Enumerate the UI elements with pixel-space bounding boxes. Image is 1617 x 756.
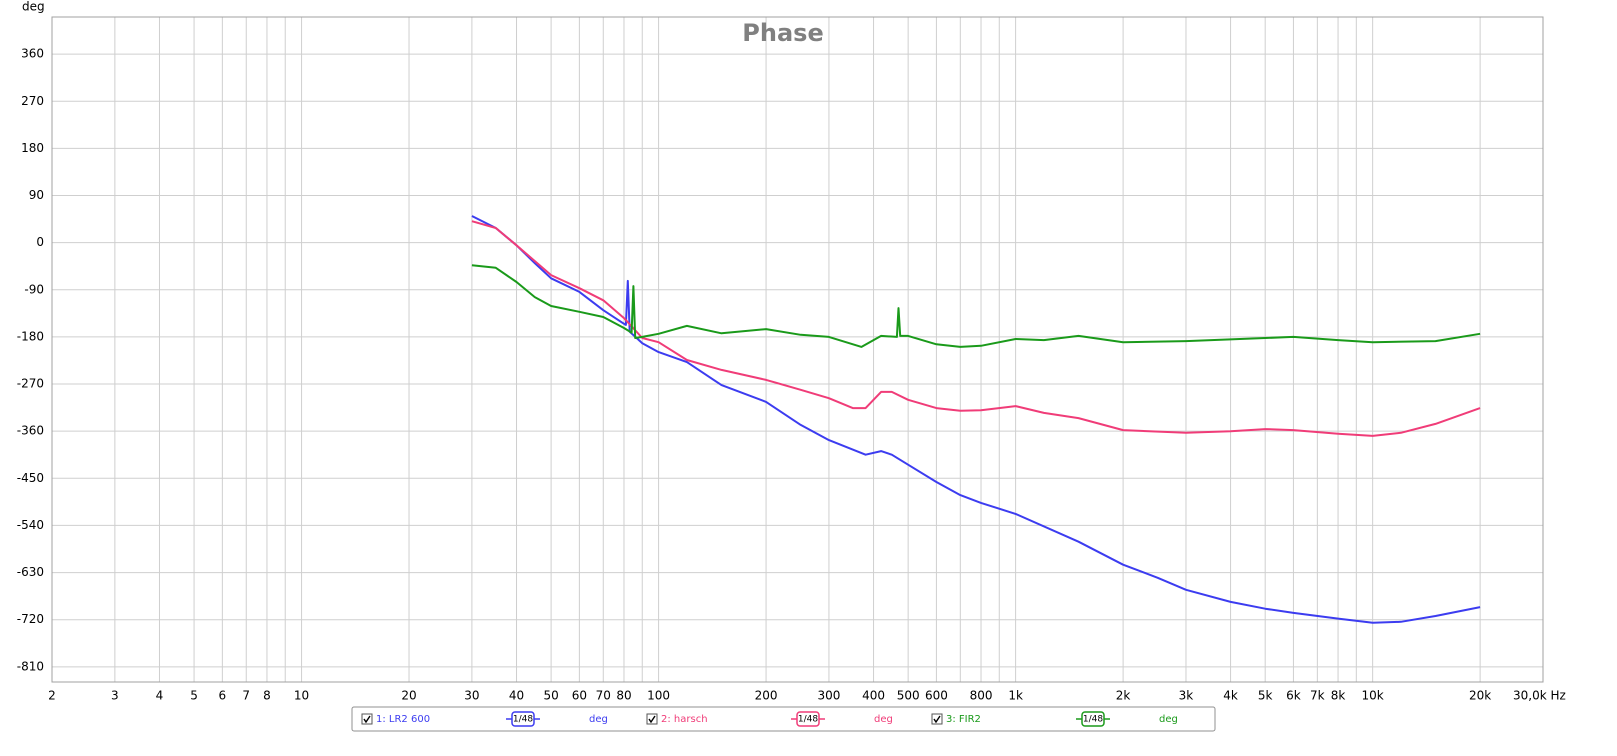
x-tick-label: 7k bbox=[1310, 689, 1325, 703]
y-tick-label: -630 bbox=[17, 565, 44, 579]
x-tick-label: 30 bbox=[464, 689, 479, 703]
x-tick-label: 40 bbox=[509, 689, 524, 703]
x-tick-label: 800 bbox=[970, 689, 993, 703]
series-line bbox=[471, 220, 1481, 437]
x-tick-label: 4 bbox=[156, 689, 164, 703]
legend-check bbox=[933, 715, 941, 724]
x-tick-label: 4k bbox=[1223, 689, 1238, 703]
x-tick-label: 10k bbox=[1362, 689, 1384, 703]
x-tick-label: 3k bbox=[1179, 689, 1194, 703]
legend-smoothing-box[interactable] bbox=[1081, 711, 1105, 727]
legend-checkbox[interactable] bbox=[646, 713, 658, 725]
legend-checkbox[interactable] bbox=[931, 713, 943, 725]
legend-smoothing-box[interactable] bbox=[511, 711, 535, 727]
x-tick-label: 3 bbox=[111, 689, 119, 703]
x-tick-label: 8 bbox=[263, 689, 271, 703]
legend-name: 1: LR2 600 bbox=[376, 714, 430, 725]
y-tick-label: 270 bbox=[21, 94, 44, 108]
x-tick-label: 20k bbox=[1469, 689, 1491, 703]
legend-name: 3: FIR2 bbox=[946, 714, 981, 725]
y-tick-label: 0 bbox=[36, 235, 44, 249]
y-tick-label: -720 bbox=[17, 612, 44, 626]
x-tick-label: 200 bbox=[755, 689, 778, 703]
y-tick-label: 360 bbox=[21, 47, 44, 61]
legend-smoothing: 1/48 bbox=[798, 715, 818, 725]
x-tick-label: 1k bbox=[1008, 689, 1023, 703]
x-tick-label: 6k bbox=[1286, 689, 1301, 703]
x-tick-label: 50 bbox=[543, 689, 558, 703]
legend-unit: deg bbox=[1159, 714, 1178, 725]
x-tick-label: 70 bbox=[596, 689, 611, 703]
x-tick-label: 20 bbox=[401, 689, 416, 703]
legend-smoothing: 1/48 bbox=[513, 715, 533, 725]
x-tick-label: 500 bbox=[897, 689, 920, 703]
legend-smoothing: 1/48 bbox=[1083, 715, 1103, 725]
y-tick-label: -360 bbox=[17, 424, 44, 438]
y-tick-label: 90 bbox=[29, 188, 44, 202]
x-tick-label: 6 bbox=[219, 689, 227, 703]
y-tick-label: -180 bbox=[17, 329, 44, 343]
x-tick-label: 600 bbox=[925, 689, 948, 703]
x-tick-label: 30,0k Hz bbox=[1513, 689, 1566, 703]
x-tick-label: 10 bbox=[294, 689, 309, 703]
x-tick-label: 2 bbox=[48, 689, 56, 703]
x-tick-label: 400 bbox=[862, 689, 885, 703]
x-tick-label: 300 bbox=[817, 689, 840, 703]
legend-check bbox=[363, 715, 371, 724]
x-tick-label: 8k bbox=[1331, 689, 1346, 703]
legend-name: 2: harsch bbox=[661, 714, 708, 725]
y-tick-label: -540 bbox=[17, 518, 44, 532]
x-tick-label: 2k bbox=[1116, 689, 1131, 703]
x-tick-label: 5 bbox=[190, 689, 198, 703]
x-tick-label: 60 bbox=[572, 689, 587, 703]
series-line bbox=[471, 264, 1481, 348]
y-axis-label: deg bbox=[22, 0, 45, 14]
x-tick-label: 80 bbox=[616, 689, 631, 703]
plot-frame bbox=[51, 16, 1544, 683]
y-tick-label: -270 bbox=[17, 377, 44, 391]
legend-unit: deg bbox=[874, 714, 893, 725]
legend-smoothing-box[interactable] bbox=[796, 711, 820, 727]
y-tick-label: -810 bbox=[17, 659, 44, 673]
series-line bbox=[471, 215, 1481, 624]
x-tick-label: 100 bbox=[647, 689, 670, 703]
y-tick-label: 180 bbox=[21, 141, 44, 155]
y-tick-label: -90 bbox=[24, 282, 44, 296]
y-tick-label: -450 bbox=[17, 471, 44, 485]
legend bbox=[351, 706, 1216, 732]
legend-check bbox=[648, 715, 656, 724]
legend-checkbox[interactable] bbox=[361, 713, 373, 725]
legend-unit: deg bbox=[589, 714, 608, 725]
chart-title: Phase bbox=[742, 19, 823, 47]
x-tick-label: 5k bbox=[1258, 689, 1273, 703]
x-tick-label: 7 bbox=[242, 689, 250, 703]
